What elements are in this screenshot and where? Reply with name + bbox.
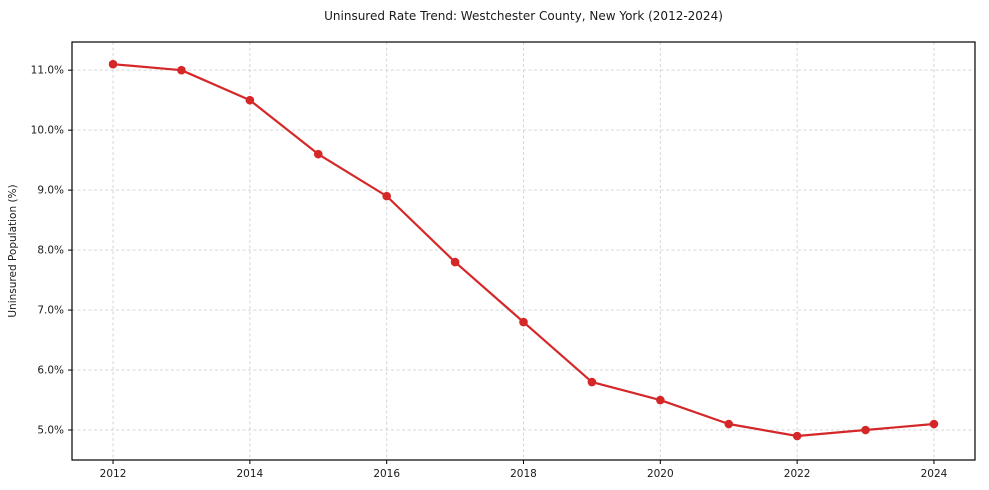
y-tick-label: 8.0% [37,245,64,257]
y-tick-label: 11.0% [31,65,64,77]
y-tick-label: 10.0% [31,125,64,137]
x-tick-label: 2014 [236,468,263,480]
data-point-marker [450,257,460,267]
x-tick-label: 2016 [373,468,400,480]
data-point-marker [724,419,734,429]
data-point-marker [108,59,118,69]
data-point-marker [313,149,323,159]
y-tick-label: 6.0% [37,365,64,377]
x-tick-label: 2022 [784,468,811,480]
data-point-marker [929,419,939,429]
y-tick-label: 9.0% [37,185,64,197]
x-tick-label: 2012 [100,468,127,480]
data-point-marker [245,95,255,105]
data-point-marker [587,377,597,387]
x-tick-label: 2018 [510,468,537,480]
data-point-marker [382,191,391,201]
x-tick-label: 2024 [921,468,948,480]
chart-title: Uninsured Rate Trend: Westchester County… [324,9,723,23]
y-tick-label: 7.0% [37,305,64,317]
data-point-marker [792,431,802,441]
y-tick-label: 5.0% [37,425,64,437]
data-point-marker [656,395,665,405]
x-tick-label: 2020 [647,468,674,480]
data-point-marker [177,65,186,75]
data-point-marker [861,425,870,435]
data-point-marker [519,317,528,327]
